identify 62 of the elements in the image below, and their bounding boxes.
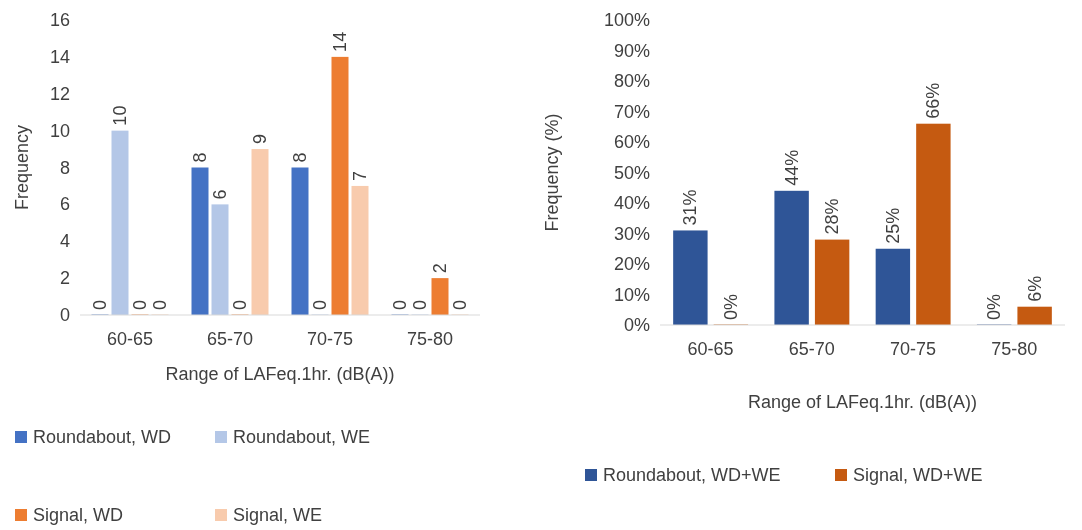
y-tick-label: 14 [49,46,70,67]
x-tick-label: 75-80 [406,329,454,349]
y-tick-label: 80% [613,71,650,91]
data-label: 0% [984,293,1005,320]
data-label: 28% [822,198,843,235]
y-tick-label: 50% [613,162,650,183]
legend-label: Roundabout, WD [33,427,172,447]
data-label: 0 [150,299,170,310]
y-tick-label: 60% [613,132,650,152]
y-tick-label: 20% [613,254,650,274]
y-tick-label: 10 [49,120,70,141]
y-tick-label: 2 [59,268,70,289]
data-label: 2 [430,263,450,274]
y-axis-title: Frequency [12,124,32,211]
x-tick-label: 60-65 [687,339,734,359]
x-tick-label: 70-75 [890,339,937,359]
y-axis-title: Frequency (%) [542,113,562,232]
data-label: 9 [250,134,270,145]
data-label: 0 [390,299,410,310]
data-label: 0 [230,299,250,310]
y-tick-label: 0% [623,315,650,335]
y-tick-label: 10% [613,284,650,305]
data-label: 8 [190,152,210,163]
data-label: 14 [330,31,350,52]
y-tick-label: 16 [49,10,70,30]
y-tick-label: 12 [49,83,70,104]
legend-label: Signal, WD+WE [853,465,983,485]
data-label: 7 [350,170,370,181]
x-tick-label: 65-70 [788,339,835,359]
x-tick-label: 60-65 [106,329,154,349]
data-label: 0 [410,299,430,310]
y-tick-label: 100% [603,10,650,30]
y-tick-label: 6 [59,194,70,215]
y-tick-label: 8 [59,157,70,178]
data-label: 44% [781,149,802,186]
x-axis-title: Range of LAFeq.1hr. (dB(A)) [747,392,978,412]
y-tick-label: 40% [613,193,650,213]
legend-label: Roundabout, WD+WE [603,465,781,485]
data-label: 25% [882,207,903,244]
y-tick-label: 90% [613,40,650,61]
y-tick-label: 70% [613,101,650,122]
legend-label: Roundabout, WE [233,427,371,447]
data-label: 6% [1024,275,1045,302]
y-tick-label: 30% [613,223,650,244]
x-tick-label: 70-75 [306,329,354,349]
legend-label: Signal, WD [33,505,124,525]
x-tick-label: 75-80 [991,339,1038,359]
data-label: 0 [130,299,150,310]
data-label: 10 [110,105,130,126]
data-label: 0 [310,299,330,310]
data-label: 31% [680,189,701,226]
data-label: 0% [720,293,741,320]
x-axis-title: Range of LAFeq.1hr. (dB(A)) [165,364,395,384]
data-label: 66% [923,82,944,119]
data-label: 0 [450,299,470,310]
data-label: 0 [90,299,110,310]
legend-label: Signal, WE [233,505,323,525]
y-tick-label: 0 [59,305,70,325]
data-label: 6 [210,189,230,200]
y-tick-label: 4 [59,231,70,252]
x-tick-label: 65-70 [206,329,254,349]
data-label: 8 [290,152,310,163]
